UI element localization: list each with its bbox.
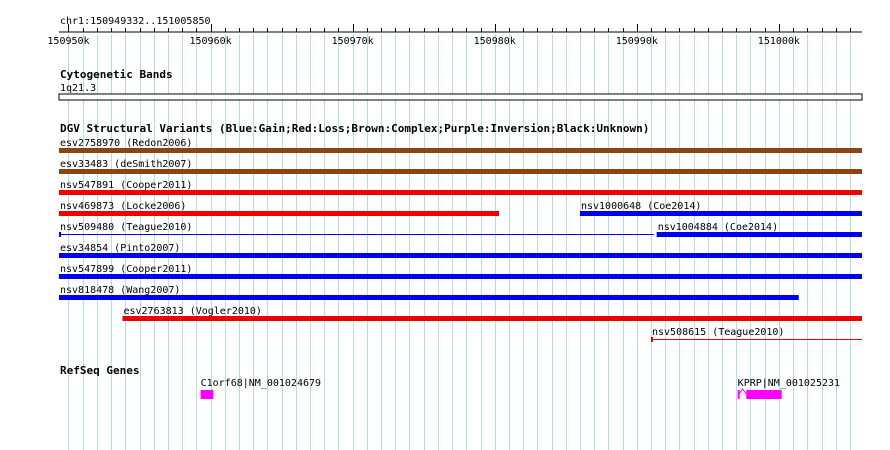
dgv-variant-bar[interactable] bbox=[59, 274, 862, 279]
region-label: chr1:150949332..151005850 bbox=[60, 16, 211, 27]
ruler-tick-label: 150970k bbox=[332, 36, 374, 47]
dgv-variant-bar[interactable] bbox=[651, 339, 862, 340]
dgv-variant[interactable]: nsv508615 (Teague2010) bbox=[651, 327, 862, 342]
ruler-tick-label: 150950k bbox=[47, 36, 89, 47]
cytoband-track-title: Cytogenetic Bands bbox=[60, 68, 173, 81]
dgv-variant-label: nsv469873 (Locke2006) bbox=[60, 201, 186, 212]
refseq-gene[interactable]: C1orf68|NM_001024679 bbox=[200, 378, 321, 399]
cytoband-bar[interactable] bbox=[58, 93, 863, 101]
dgv-variant-label: nsv1000648 (Coe2014) bbox=[581, 201, 701, 212]
refseq-intron bbox=[738, 388, 747, 395]
cytoband-label: 1q21.3 bbox=[60, 83, 96, 94]
dgv-variant-bar[interactable] bbox=[59, 211, 499, 216]
dgv-variant-start-mark bbox=[59, 232, 61, 237]
dgv-variant-bar[interactable] bbox=[59, 295, 799, 300]
dgv-variant-bar[interactable] bbox=[579, 211, 862, 216]
dgv-variant-bar[interactable] bbox=[59, 253, 862, 258]
dgv-variant[interactable]: nsv818478 (Wang2007) bbox=[59, 285, 799, 300]
dgv-variant[interactable]: nsv547899 (Cooper2011) bbox=[59, 264, 862, 279]
dgv-variant-bar[interactable] bbox=[59, 148, 862, 153]
dgv-variant[interactable]: esv2758970 (Redon2006) bbox=[59, 138, 862, 153]
refseq-track[interactable]: RefSeq Genes C1orf68|NM_001024679 KPRP|NM… bbox=[60, 364, 840, 399]
dgv-variant[interactable]: nsv547891 (Cooper2011) bbox=[59, 180, 862, 195]
dgv-variant-label: nsv508615 (Teague2010) bbox=[652, 327, 784, 338]
refseq-gene[interactable]: KPRP|NM_001025231 bbox=[737, 378, 840, 399]
dgv-track[interactable]: DGV Structural Variants (Blue:Gain;Red:L… bbox=[59, 122, 863, 342]
refseq-exon[interactable] bbox=[737, 390, 740, 399]
dgv-variant-bar[interactable] bbox=[122, 316, 863, 321]
dgv-variant-start-mark bbox=[651, 337, 654, 342]
dgv-variant[interactable]: nsv1000648 (Coe2014) bbox=[579, 201, 862, 216]
ruler-ticks: 150950k 150960k 150970k 150980k 150990k 15100… bbox=[47, 24, 851, 47]
ruler-tick-label: 150980k bbox=[474, 36, 516, 47]
dgv-variant-bar[interactable] bbox=[656, 232, 862, 237]
dgv-variant-bar[interactable] bbox=[59, 234, 654, 235]
dgv-variant-label: esv2763813 (Vogler2010) bbox=[123, 306, 261, 317]
refseq-gene-label: C1orf68|NM_001024679 bbox=[201, 378, 321, 389]
dgv-variant[interactable]: esv34854 (Pinto2007) bbox=[59, 243, 862, 258]
ruler-tick-label: 150990k bbox=[616, 36, 658, 47]
dgv-variant-label: nsv547891 (Cooper2011) bbox=[60, 180, 192, 191]
dgv-variant-bar[interactable] bbox=[59, 169, 862, 174]
dgv-variant[interactable]: esv33483 (deSmith2007) bbox=[59, 159, 862, 174]
dgv-variant-label: nsv509480 (Teague2010) bbox=[60, 222, 192, 233]
refseq-features: C1orf68|NM_001024679 KPRP|NM_001025231 bbox=[200, 378, 840, 399]
refseq-exon[interactable] bbox=[200, 390, 214, 399]
dgv-variant-label: nsv547899 (Cooper2011) bbox=[60, 264, 192, 275]
position-ruler[interactable]: chr1:150949332..151005850 150950k 150960k… bbox=[47, 16, 862, 47]
ruler-tick-label: 150960k bbox=[189, 36, 231, 47]
dgv-variant-label: nsv1004884 (Coe2014) bbox=[658, 222, 778, 233]
dgv-variant-bar[interactable] bbox=[59, 190, 862, 195]
ruler-tick-label: 151000k bbox=[758, 36, 800, 47]
dgv-variant-label: esv2758970 (Redon2006) bbox=[60, 138, 192, 149]
dgv-variant[interactable]: nsv469873 (Locke2006) bbox=[59, 201, 499, 216]
dgv-track-title: DGV Structural Variants (Blue:Gain;Red:L… bbox=[60, 122, 649, 135]
refseq-track-title: RefSeq Genes bbox=[60, 364, 139, 377]
dgv-variant[interactable]: nsv1004884 (Coe2014) bbox=[656, 222, 862, 237]
refseq-exon[interactable] bbox=[746, 390, 782, 399]
dgv-variant-label: esv34854 (Pinto2007) bbox=[60, 243, 180, 254]
dgv-variant[interactable]: nsv509480 (Teague2010) bbox=[59, 222, 654, 237]
dgv-variant-label: nsv818478 (Wang2007) bbox=[60, 285, 180, 296]
dgv-variant[interactable]: esv2763813 (Vogler2010) bbox=[122, 306, 863, 321]
dgv-variant-label: esv33483 (deSmith2007) bbox=[60, 159, 192, 170]
refseq-gene-label: KPRP|NM_001025231 bbox=[738, 378, 840, 389]
grid-lines bbox=[68, 34, 851, 450]
dgv-features: esv2758970 (Redon2006) esv33483 (deSmith2… bbox=[59, 138, 863, 342]
cytoband-track[interactable]: Cytogenetic Bands 1q21.3 bbox=[58, 68, 863, 101]
